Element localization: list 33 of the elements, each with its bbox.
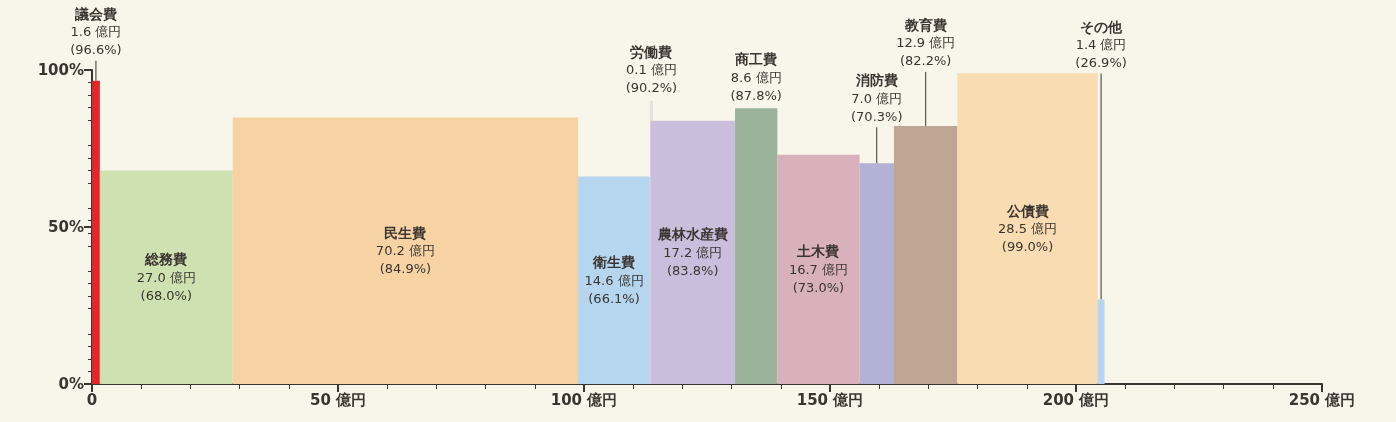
x-tick-label: 150 億円 (796, 390, 864, 409)
text: その他 (1080, 18, 1124, 35)
annotation: 農林水産費 (656, 226, 728, 243)
data-label: 28.5 億円 (99.0%) (998, 221, 1058, 255)
data-label: 27.0 億円 (68.0%) (136, 269, 196, 303)
x-tick-label: 100 億円 (550, 390, 618, 409)
y-tick-label: 50% (48, 218, 84, 236)
x-tick-label: 0 (86, 390, 98, 409)
x-tick-label: 50 億円 (309, 390, 367, 409)
text: 議会費 (73, 5, 117, 22)
data-label: 16.7 億円 (73.0%) (788, 261, 848, 295)
y-tick-label: 100% (37, 61, 84, 79)
x-tick-label: 200 億円 (1042, 390, 1110, 409)
data-label: 70.2 億円 (84.9%) (375, 243, 435, 277)
annotation: 公債費 (1005, 202, 1049, 219)
text: 労働費 (630, 43, 673, 60)
data-label: 17.2 億円 (83.8%) (663, 244, 723, 278)
text: 教育費 (903, 16, 947, 33)
annotation: 消防費 (854, 72, 898, 89)
annotation: 衛生費 (592, 254, 636, 271)
text: 商工費 (734, 51, 778, 68)
y-tick-label: 0% (58, 375, 84, 393)
data-label: 1.4 億円 (26.9%) (1075, 37, 1127, 71)
annotation: 民生費 (384, 224, 427, 241)
data-label: 12.9 億円 (82.2%) (896, 35, 956, 69)
data-label: 1.6 億円 (96.6%) (70, 24, 122, 58)
data-label: 8.6 億円 (87.8%) (730, 69, 782, 103)
annotation: 総務費 (144, 251, 188, 268)
data-label: 7.0 億円 (70.3%) (851, 90, 903, 124)
data-label: 14.6 億円 (66.1%) (584, 272, 644, 306)
data-label: 0.1 億円 (90.2%) (625, 62, 678, 96)
annotation: 土木費 (796, 243, 840, 260)
x-tick-label: 250 億円 (1288, 390, 1356, 409)
